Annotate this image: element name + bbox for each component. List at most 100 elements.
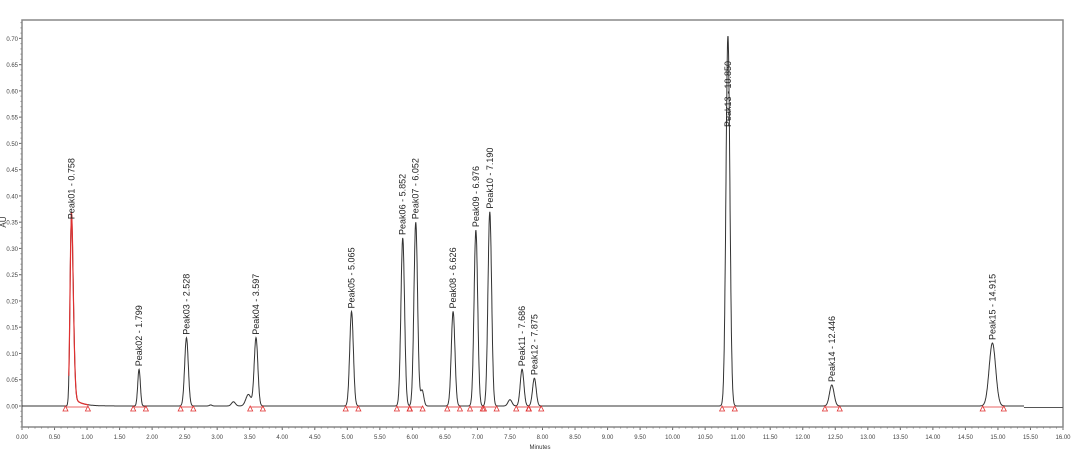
peak-marker-icon bbox=[480, 405, 488, 412]
peak-marker-icon bbox=[513, 405, 520, 412]
peak-marker-icon bbox=[979, 405, 986, 412]
peak-marker-icon bbox=[538, 405, 545, 412]
peak-label: Peak14 - 12.446 bbox=[827, 316, 837, 382]
x-tick-label: 7.00 bbox=[472, 435, 484, 441]
peak-marker-icon bbox=[190, 405, 197, 412]
plot-frame bbox=[21, 19, 1064, 428]
peak-marker-icon bbox=[130, 405, 137, 412]
peak-marker-icon bbox=[419, 405, 426, 412]
peak-label: Peak05 - 5.065 bbox=[347, 247, 357, 308]
peak-marker-icon bbox=[836, 405, 843, 412]
peak-label: Peak01 - 0.758 bbox=[66, 158, 76, 219]
peak-label: Peak15 - 14.915 bbox=[987, 274, 997, 340]
y-tick-label: 0.40 bbox=[6, 194, 18, 200]
peak-label: Peak12 - 7.875 bbox=[529, 314, 539, 375]
y-tick-label: 0.55 bbox=[6, 116, 18, 122]
x-tick-label: 0.00 bbox=[16, 435, 28, 441]
x-tick-label: 6.00 bbox=[407, 435, 419, 441]
peak-labels: Peak01 - 0.758 Peak02 - 1.799 Peak03 - 2.5… bbox=[62, 61, 1007, 412]
peak-marker-icon bbox=[493, 405, 500, 412]
peak-label: Peak08 - 6.626 bbox=[448, 247, 458, 308]
y-tick-label: 0.10 bbox=[6, 352, 18, 358]
peak-marker-icon bbox=[821, 405, 829, 412]
x-tick-label: 15.00 bbox=[990, 435, 1006, 441]
x-tick-label: 9.00 bbox=[602, 435, 614, 441]
x-tick-label: 9.50 bbox=[634, 435, 646, 441]
x-tick-label: 3.00 bbox=[211, 435, 223, 441]
peak-marker-icon bbox=[456, 405, 464, 412]
x-tick-label: 5.00 bbox=[341, 435, 353, 441]
x-tick-label: 12.00 bbox=[795, 435, 811, 441]
x-tick-label: 6.50 bbox=[439, 435, 451, 441]
y-tick-label: 0.05 bbox=[6, 378, 18, 384]
x-tick-label: 0.50 bbox=[49, 435, 61, 441]
x-tick-label: 3.50 bbox=[244, 435, 256, 441]
peak-marker-icon bbox=[177, 405, 184, 412]
x-tick-label: 12.50 bbox=[828, 435, 844, 441]
x-tick-label: 15.50 bbox=[1023, 435, 1039, 441]
x-axis-label: Minutes bbox=[529, 445, 550, 451]
peak-label: Peak07 - 6.052 bbox=[411, 158, 421, 219]
peak-marker-icon bbox=[84, 405, 92, 412]
x-tick-label: 14.50 bbox=[958, 435, 974, 441]
y-tick-label: 0.15 bbox=[6, 326, 18, 332]
trace-line bbox=[22, 36, 1024, 407]
y-tick-label: 0.60 bbox=[6, 89, 18, 95]
x-tick-label: 13.00 bbox=[860, 435, 876, 441]
x-tick-label: 4.00 bbox=[276, 435, 288, 441]
x-tick-label: 4.50 bbox=[309, 435, 321, 441]
x-tick-label: 14.00 bbox=[925, 435, 941, 441]
y-axis: 0.00 0.05 0.10 0.15 0.20 0.25 0.30 0.35 0.40 0.45… bbox=[6, 22, 22, 428]
x-tick-label: 2.00 bbox=[146, 435, 158, 441]
y-tick-label: 0.20 bbox=[6, 299, 18, 305]
peak-label: Peak03 - 2.528 bbox=[181, 274, 191, 335]
peak-marker-icon bbox=[142, 405, 150, 412]
x-tick-label: 16.00 bbox=[1055, 435, 1071, 441]
peak-marker-icon bbox=[1000, 405, 1007, 412]
peak-marker-icon bbox=[466, 405, 474, 412]
y-axis-label: AU bbox=[0, 216, 8, 227]
peak-marker-icon bbox=[393, 405, 401, 412]
x-tick-label: 8.00 bbox=[537, 435, 549, 441]
x-tick-label: 2.50 bbox=[179, 435, 191, 441]
peak-label: Peak09 - 6.976 bbox=[471, 166, 481, 227]
peak-marker-icon bbox=[259, 405, 267, 412]
y-tick-label: 0.25 bbox=[6, 273, 18, 279]
y-tick-label: 0.70 bbox=[6, 37, 18, 43]
peak-marker-icon bbox=[406, 405, 414, 412]
peak01-integrated-trace bbox=[68, 211, 89, 406]
y-tick-label: 0.45 bbox=[6, 168, 18, 174]
peak-label: Peak06 - 5.852 bbox=[398, 174, 408, 235]
x-tick-label: 7.50 bbox=[504, 435, 516, 441]
x-axis: 0.00 0.50 1.00 1.50 2.00 2.50 3.00 3.50 4.00 4.50… bbox=[16, 427, 1071, 441]
x-tick-label: 8.50 bbox=[569, 435, 581, 441]
peak-label: Peak11 - 7.686 bbox=[517, 306, 527, 366]
peak-marker-icon bbox=[355, 405, 362, 412]
peak-label: Peak10 - 7.190 bbox=[485, 148, 495, 209]
x-tick-label: 10.50 bbox=[698, 435, 714, 441]
x-tick-label: 5.50 bbox=[374, 435, 386, 441]
peak-marker-icon bbox=[444, 405, 451, 412]
x-tick-label: 11.50 bbox=[763, 435, 778, 441]
y-tick-label: 0.00 bbox=[6, 404, 18, 410]
peak-marker-icon bbox=[342, 405, 349, 412]
y-tick-label: 0.35 bbox=[6, 221, 18, 227]
peak-marker-icon bbox=[718, 405, 726, 412]
x-tick-label: 1.50 bbox=[114, 435, 126, 441]
y-tick-label: 0.50 bbox=[6, 142, 18, 148]
y-tick-label: 0.65 bbox=[6, 63, 18, 69]
peak-marker-icon bbox=[525, 405, 532, 412]
peak-marker-icon bbox=[62, 405, 69, 412]
x-tick-label: 13.50 bbox=[893, 435, 909, 441]
peak-label: Peak13 - 10.850 bbox=[723, 61, 733, 127]
peak-label: Peak02 - 1.799 bbox=[134, 305, 144, 366]
y-tick-label: 0.30 bbox=[6, 247, 18, 253]
x-tick-label: 11.00 bbox=[730, 435, 745, 441]
peak-label: Peak04 - 3.597 bbox=[251, 274, 261, 335]
x-tick-label: 1.00 bbox=[81, 435, 93, 441]
chromatogram-trace bbox=[22, 36, 1063, 408]
peak-marker-icon bbox=[731, 405, 738, 412]
peak-marker-icon bbox=[247, 405, 254, 412]
x-tick-label: 10.00 bbox=[665, 435, 681, 441]
